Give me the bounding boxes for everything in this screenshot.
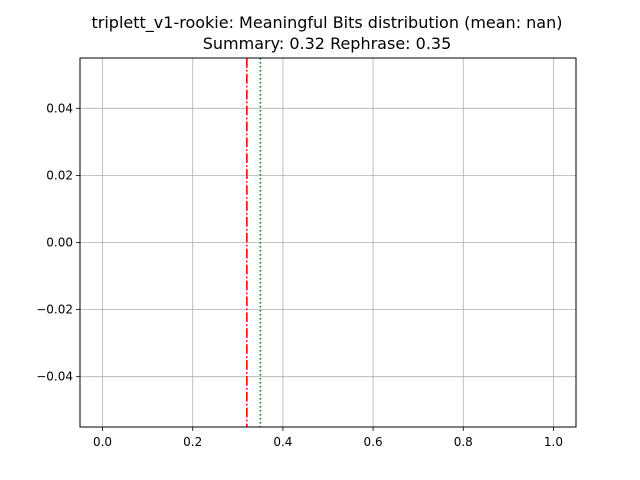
- grid: [80, 58, 576, 427]
- x-axis: 0.0 0.2 0.4 0.6 0.8 1.0: [93, 427, 563, 449]
- chart-title: triplett_v1-rookie: Meaningful Bits dist…: [92, 13, 563, 33]
- y-tick-label: 0.02: [46, 168, 73, 182]
- y-tick-label: −0.02: [36, 303, 73, 317]
- y-tick-label: 0.00: [46, 236, 73, 250]
- x-tick-label: 0.4: [273, 435, 292, 449]
- y-tick-label: 0.04: [46, 101, 73, 115]
- x-tick-label: 0.8: [454, 435, 473, 449]
- y-axis: 0.04 0.02 0.00 −0.02 −0.04: [36, 101, 80, 384]
- x-tick-label: 1.0: [544, 435, 563, 449]
- x-tick-label: 0.6: [364, 435, 383, 449]
- y-tick-label: −0.04: [36, 370, 73, 384]
- reference-lines: [246, 58, 262, 427]
- x-tick-label: 0.2: [183, 435, 202, 449]
- chart-subtitle: Summary: 0.32 Rephrase: 0.35: [203, 34, 452, 53]
- x-tick-label: 0.0: [93, 435, 112, 449]
